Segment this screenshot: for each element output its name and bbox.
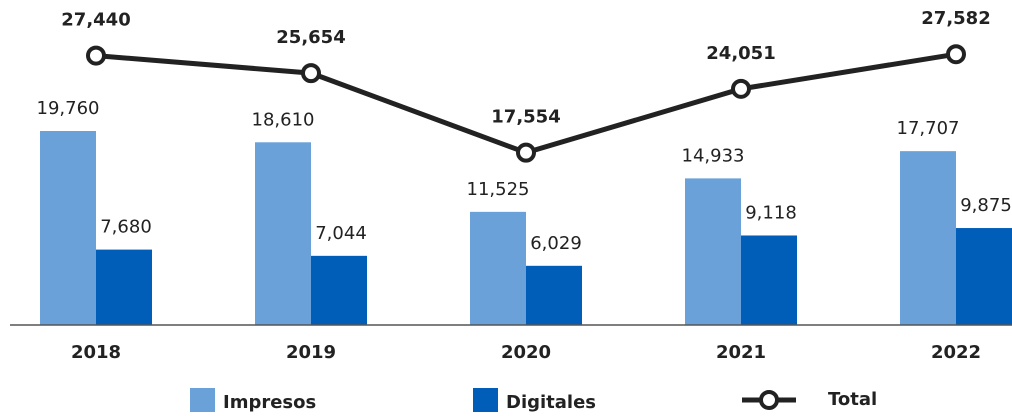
data-label: 25,654 [276,27,345,48]
data-label: 24,051 [706,43,775,64]
data-label: 18,610 [252,109,315,130]
line-marker [86,45,106,66]
bar [311,255,367,325]
line-marker [516,142,536,163]
data-label: 17,554 [491,107,560,128]
line-marker [946,44,966,65]
data-label: 19,760 [37,98,100,119]
data-label: 17,707 [897,118,960,139]
legend-label: Digitales [506,392,596,413]
x-tick-label: 2022 [931,342,981,363]
line [95,51,957,156]
data-label: 9,875 [960,195,1012,216]
bar [900,151,956,325]
legend-swatch [190,388,215,412]
x-tick-label: 2021 [716,342,766,363]
bar [40,130,96,325]
legend-swatch [473,388,498,412]
data-label: 9,118 [745,202,797,223]
bar [741,235,797,325]
bar [685,178,741,325]
bar [255,142,311,325]
data-label: 27,440 [61,10,130,31]
data-label: 7,680 [100,217,152,238]
line-marker [731,78,751,99]
x-tick-label: 2018 [71,342,121,363]
data-label: 14,933 [682,145,745,166]
legend-label: Impresos [223,392,316,413]
bar [526,265,582,325]
bar [96,249,152,325]
legend-marker [759,390,779,410]
x-tick-label: 2019 [286,342,336,363]
data-label: 6,029 [530,233,582,254]
bar [470,211,526,325]
x-tick-label: 2020 [501,342,551,363]
data-label: 7,044 [315,223,367,244]
data-label: 11,525 [467,179,530,200]
legend-label: Total [828,389,877,410]
data-label: 27,582 [921,8,990,29]
bar [956,228,1012,325]
line-marker [301,63,321,84]
